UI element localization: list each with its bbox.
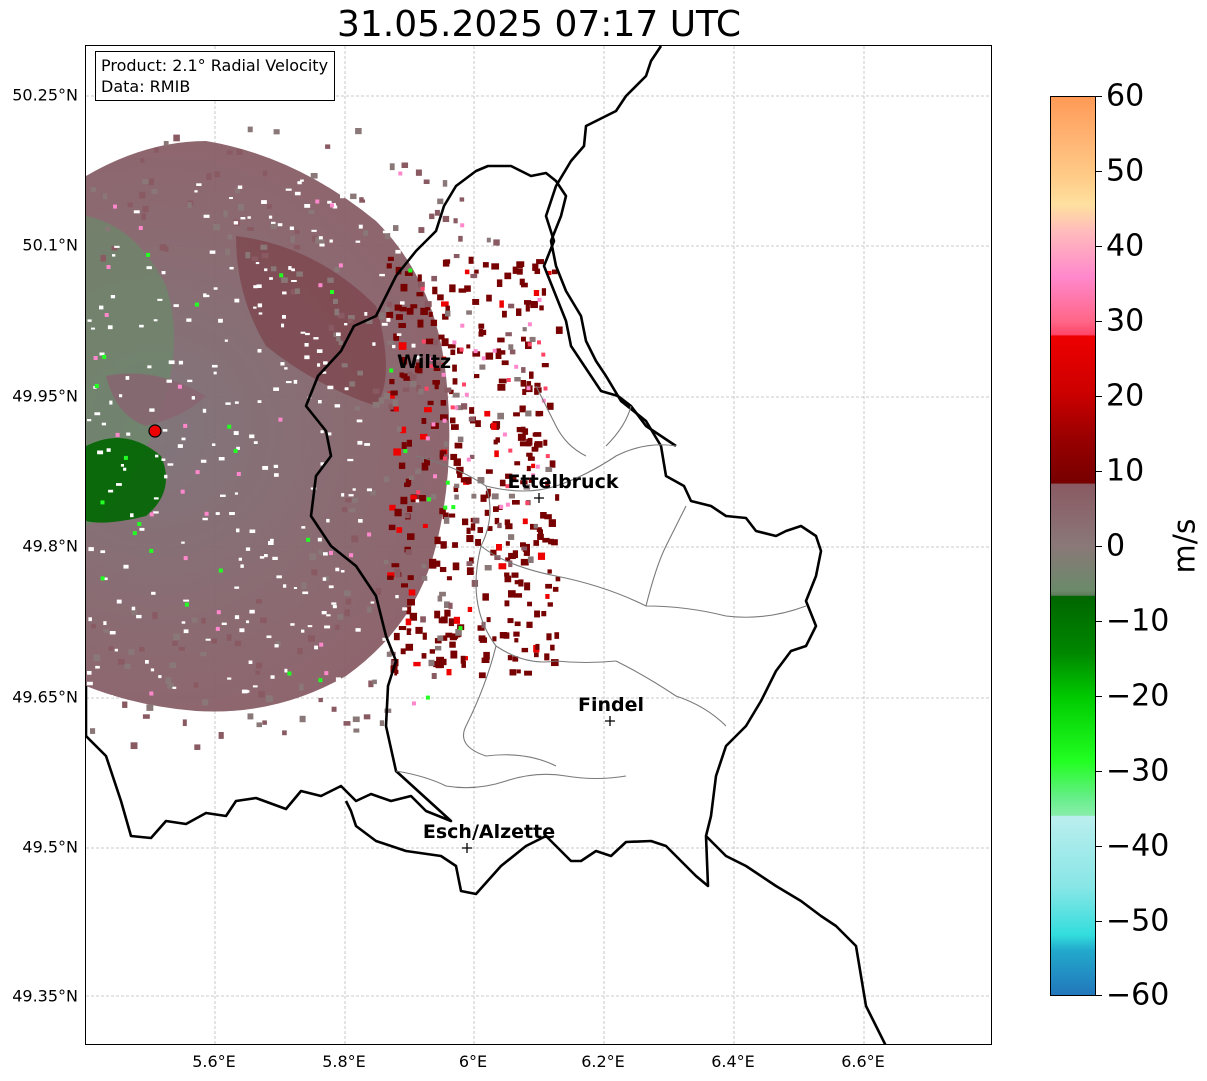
city-marker-findel (605, 716, 615, 726)
colorbar-tick-label: −20 (1106, 678, 1170, 714)
colorbar-tick-mark (1096, 921, 1102, 922)
radar-map-panel[interactable] (85, 45, 992, 1045)
colorbar-tick-label: 50 (1106, 153, 1145, 189)
colorbar-tick-label: 60 (1106, 78, 1145, 114)
lon-tick-label: 6.6°E (841, 1052, 885, 1071)
colorbar-tick-mark (1096, 546, 1102, 547)
country-borders (86, 46, 887, 1044)
lat-tick-label: 49.5°N (22, 837, 78, 857)
info-box: Product: 2.1° Radial Velocity Data: RMIB (95, 51, 336, 101)
colorbar-tick-label: 0 (1106, 528, 1126, 564)
radar-map-canvas (86, 46, 991, 1044)
lat-tick-label: 50.1°N (22, 235, 78, 255)
colorbar-tick-label: −50 (1106, 903, 1170, 939)
velocity-colorbar (1050, 96, 1096, 996)
colorbar-tick-label: −40 (1106, 828, 1170, 864)
city-marker-ettelbruck (534, 493, 544, 503)
colorbar-tick-mark (1096, 471, 1102, 472)
lon-tick-label: 6.2°E (581, 1052, 625, 1071)
colorbar-tick-mark (1096, 771, 1102, 772)
lat-tick-label: 50.25°N (12, 85, 78, 105)
colorbar-tick-mark (1096, 246, 1102, 247)
radar-speckles (87, 126, 563, 750)
colorbar-tick-mark (1096, 846, 1102, 847)
product-label: Product: 2.1° Radial Velocity (101, 56, 329, 75)
colorbar-tick-mark (1096, 171, 1102, 172)
lon-tick-label: 5.8°E (322, 1052, 366, 1071)
colorbar-tick-label: −30 (1106, 753, 1170, 789)
colorbar-tick-mark (1096, 621, 1102, 622)
lon-tick-label: 6.4°E (711, 1052, 755, 1071)
colorbar-tick-mark (1096, 696, 1102, 697)
lat-tick-label: 49.35°N (12, 986, 78, 1006)
colorbar-tick-label: 20 (1106, 378, 1145, 414)
city-label-wiltz: Wiltz (396, 351, 452, 373)
city-label-esch-alzette: Esch/Alzette (422, 821, 556, 843)
lat-tick-label: 49.65°N (12, 687, 78, 707)
colorbar-tick-label: 40 (1106, 228, 1145, 264)
lon-tick-label: 5.6°E (192, 1052, 236, 1071)
city-label-findel: Findel (577, 694, 645, 716)
colorbar-unit-label: m/s (1167, 518, 1203, 574)
colorbar-tick-label: −10 (1106, 603, 1170, 639)
lat-tick-label: 49.95°N (12, 386, 78, 406)
map-title: 31.05.2025 07:17 UTC (336, 4, 742, 45)
data-source-label: Data: RMIB (101, 77, 191, 96)
city-label-ettelbruck: Ettelbruck (507, 471, 619, 493)
colorbar-tick-mark (1096, 995, 1102, 996)
colorbar-tick-mark (1096, 321, 1102, 322)
colorbar-tick-mark (1096, 96, 1102, 97)
city-marker-esch-alzette (462, 843, 472, 853)
colorbar-tick-label: 10 (1106, 453, 1145, 489)
colorbar-tick-label: −60 (1106, 977, 1170, 1013)
lat-tick-label: 49.8°N (22, 536, 78, 556)
radar-site-marker[interactable] (145, 421, 165, 441)
colorbar-tick-label: 30 (1106, 303, 1145, 339)
colorbar-tick-mark (1096, 396, 1102, 397)
district-boundaries (395, 385, 807, 789)
lon-tick-label: 6°E (458, 1052, 488, 1071)
